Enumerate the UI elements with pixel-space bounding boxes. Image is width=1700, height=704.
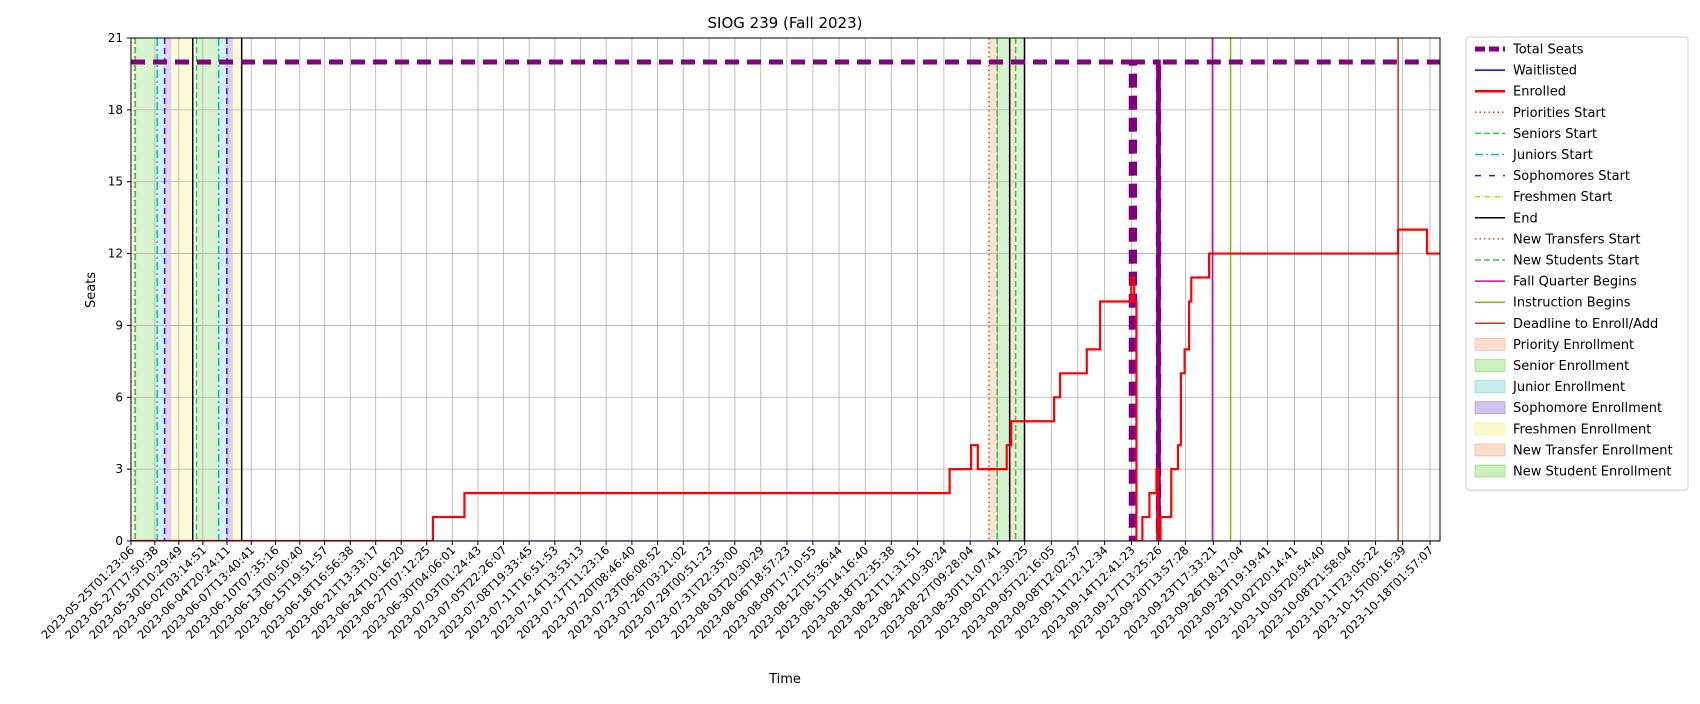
y-tick-label: 3	[115, 462, 123, 476]
legend-swatch-freshmen-enrollment	[1474, 422, 1506, 436]
legend-label-new-transfers-start: New Transfers Start	[1513, 232, 1640, 247]
legend-label-total-seats: Total Seats	[1512, 43, 1584, 58]
span-new-transfer-enrollment	[1009, 38, 1016, 541]
legend-label-sophomores-start: Sophomores Start	[1513, 169, 1630, 184]
y-tick-label: 12	[108, 247, 123, 261]
y-tick-label: 6	[115, 390, 123, 404]
legend-label-sophomore-enrollment: Sophomore Enrollment	[1513, 401, 1662, 416]
legend-label-seniors-start: Seniors Start	[1513, 127, 1597, 142]
legend-label-juniors-start: Juniors Start	[1512, 148, 1593, 163]
legend-label-fall-quarter-begins: Fall Quarter Begins	[1513, 275, 1637, 290]
span-sophomore-enrollment	[226, 38, 233, 541]
plot-area: 0369121518212023-05-25T01:23:062023-05-2…	[38, 31, 1441, 642]
span-junior-enrollment	[157, 38, 165, 541]
legend-label-new-transfer-enrollment: New Transfer Enrollment	[1513, 443, 1673, 458]
plot-content	[131, 38, 1440, 541]
span-freshmen-enrollment	[171, 38, 193, 541]
legend-label-waitlisted: Waitlisted	[1513, 64, 1577, 79]
legend-label-priorities-start: Priorities Start	[1513, 106, 1606, 121]
legend-label-junior-enrollment: Junior Enrollment	[1512, 380, 1625, 395]
legend-label-instruction-begins: Instruction Begins	[1513, 296, 1631, 311]
span-sophomore-enrollment	[164, 38, 172, 541]
legend-label-new-students-start: New Students Start	[1513, 254, 1639, 269]
span-new-transfer-enrollment	[988, 38, 998, 541]
span-new-student-enrollment	[997, 38, 1010, 541]
legend-label-freshmen-enrollment: Freshmen Enrollment	[1513, 422, 1651, 437]
span-senior-enrollment	[196, 38, 219, 541]
legend-swatch-priority-enrollment	[1474, 337, 1506, 351]
legend-label-senior-enrollment: Senior Enrollment	[1513, 359, 1629, 374]
span-senior-enrollment	[135, 38, 158, 541]
y-tick-label: 9	[115, 318, 123, 332]
series-enrolled	[131, 228, 1440, 541]
legend: Total Seats Waitlisted Enrolled Priorities …	[1465, 36, 1689, 491]
y-tick-label: 18	[108, 103, 123, 117]
legend-label-enrolled: Enrolled	[1513, 85, 1566, 100]
legend-label-freshmen-start: Freshmen Start	[1513, 190, 1612, 205]
legend-swatch-senior-enrollment	[1474, 359, 1506, 372]
span-new-student-enrollment	[1015, 38, 1025, 541]
span-freshmen-enrollment	[232, 38, 242, 541]
legend-swatch-new-student-enrollment	[1474, 464, 1506, 478]
y-tick-label: 0	[115, 534, 123, 548]
y-tick-label: 21	[108, 31, 123, 45]
plot-frame	[130, 37, 1441, 542]
x-axis-label: Time	[768, 672, 801, 687]
span-junior-enrollment	[218, 38, 227, 541]
legend-label-new-student-enrollment: New Student Enrollment	[1513, 465, 1671, 480]
legend-swatch-junior-enrollment	[1474, 380, 1506, 394]
chart-title: SIOG 239 (Fall 2023)	[708, 14, 863, 32]
y-tick-label: 15	[108, 175, 123, 189]
legend-label-priority-enrollment: Priority Enrollment	[1513, 338, 1634, 353]
legend-swatch-sophomore-enrollment	[1474, 401, 1506, 415]
y-axis-label: Seats	[84, 272, 99, 308]
plot-background	[131, 38, 1440, 541]
legend-label-deadline-to-enroll-add: Deadline to Enroll/Add	[1513, 317, 1658, 332]
legend-label-end: End	[1513, 211, 1538, 226]
legend-swatch-new-transfer-enrollment	[1474, 443, 1506, 457]
legend-box	[1465, 36, 1689, 491]
